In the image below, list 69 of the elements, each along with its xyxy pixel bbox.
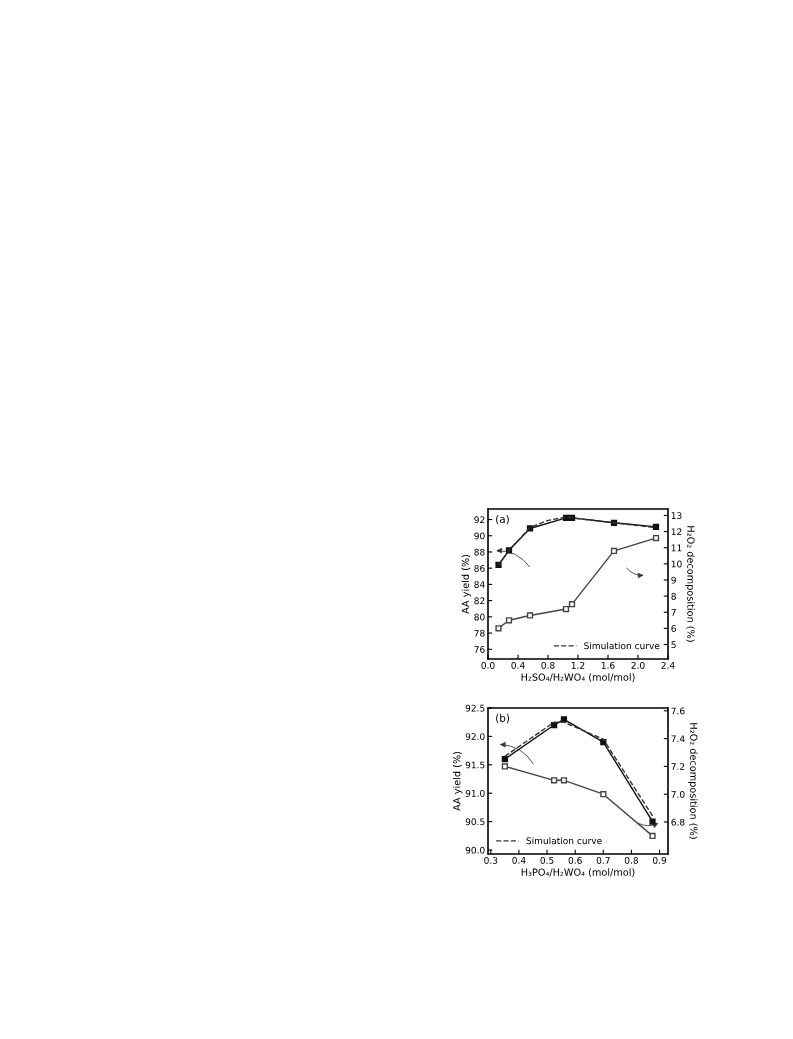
legend-label: Simulation curve — [526, 837, 602, 845]
x-tick-label: 0.6 — [568, 856, 582, 864]
point — [495, 625, 502, 632]
point — [505, 617, 513, 624]
point — [560, 716, 568, 723]
x-tick-label: 0.3 — [484, 856, 498, 864]
x-tick-label: 0.9 — [652, 856, 667, 864]
y-tick-label: 88 — [474, 548, 485, 556]
point — [649, 818, 656, 825]
legend-label: Simulation curve — [584, 642, 660, 650]
y2-tick-label: 8 — [671, 592, 676, 600]
y2-tick-label: 7.6 — [671, 707, 685, 715]
point — [652, 534, 660, 542]
text: (a) — [496, 515, 509, 525]
y-tick-label: 80 — [474, 613, 485, 621]
y-tick-label: 90.5 — [465, 818, 485, 826]
point — [550, 777, 558, 784]
x-tick-label: 0.4 — [511, 661, 525, 669]
y2-tick-label: 7.4 — [671, 735, 685, 743]
point — [652, 523, 660, 530]
point — [568, 601, 576, 608]
y-tick-label: 78 — [474, 629, 485, 637]
y2-tick-label: 6.8 — [671, 818, 685, 826]
x-tick-label: 0.4 — [512, 856, 526, 864]
y2-tick-label: 12 — [671, 528, 682, 536]
point — [610, 547, 618, 555]
y-axis-title: AA yield (%) — [461, 554, 471, 614]
point — [501, 763, 509, 770]
x-axis-title: H₂SO₄/H₂WO₄ (mol/mol) — [521, 673, 635, 682]
y-tick-label: 76 — [474, 646, 485, 653]
y-tick-label: 92.5 — [465, 704, 485, 712]
x-tick-label: 0.7 — [596, 856, 610, 864]
y2-axis-title: H₂O₂ decomposition (%) — [685, 526, 695, 642]
point — [560, 777, 568, 784]
y2-tick-label: 10 — [671, 560, 682, 568]
y2-tick-label: 7 — [671, 609, 676, 616]
x-tick-label: 0.8 — [541, 661, 555, 669]
y2-axis-title: H₂O₂ decomposition (%) — [688, 723, 698, 839]
point — [501, 756, 509, 763]
x-tick-label: 0.8 — [624, 856, 638, 864]
y2-tick-label: 13 — [671, 512, 682, 520]
y-tick-label: 92.0 — [465, 733, 485, 740]
y-tick-label: 92 — [474, 516, 485, 524]
y2-tick-label: 9 — [671, 576, 676, 584]
y-tick-label: 82 — [474, 597, 485, 605]
y-tick-label: 86 — [474, 564, 485, 572]
x-tick-label: 2.0 — [631, 661, 645, 669]
point — [649, 832, 656, 840]
y2-tick-label: 7.2 — [671, 763, 685, 770]
x-tick-label: 2.4 — [661, 661, 675, 669]
y2-tick-label: 7.0 — [671, 790, 685, 798]
point — [526, 612, 534, 619]
point — [600, 791, 607, 798]
y-tick-label: 91.5 — [465, 761, 485, 769]
y-tick-label: 90.0 — [465, 846, 485, 854]
x-tick-label: 0.0 — [481, 661, 495, 669]
y-axis-title: AA yield (%) — [452, 751, 463, 811]
text: (b) — [496, 713, 510, 724]
x-tick-label: 0.5 — [540, 856, 554, 864]
point — [562, 605, 570, 613]
x-tick-label: 1.6 — [601, 661, 615, 669]
y2-tick-label: 11 — [671, 544, 682, 552]
y-tick-label: 91.0 — [465, 789, 485, 797]
y-tick-label: 84 — [474, 581, 485, 588]
x-axis-title: H₃PO₄/H₂WO₄ (mol/mol) — [521, 868, 635, 877]
y2-tick-label: 6 — [671, 625, 676, 632]
x-tick-label: 1.2 — [571, 661, 585, 669]
y2-tick-label: 5 — [671, 641, 676, 649]
y-tick-label: 90 — [474, 532, 485, 540]
